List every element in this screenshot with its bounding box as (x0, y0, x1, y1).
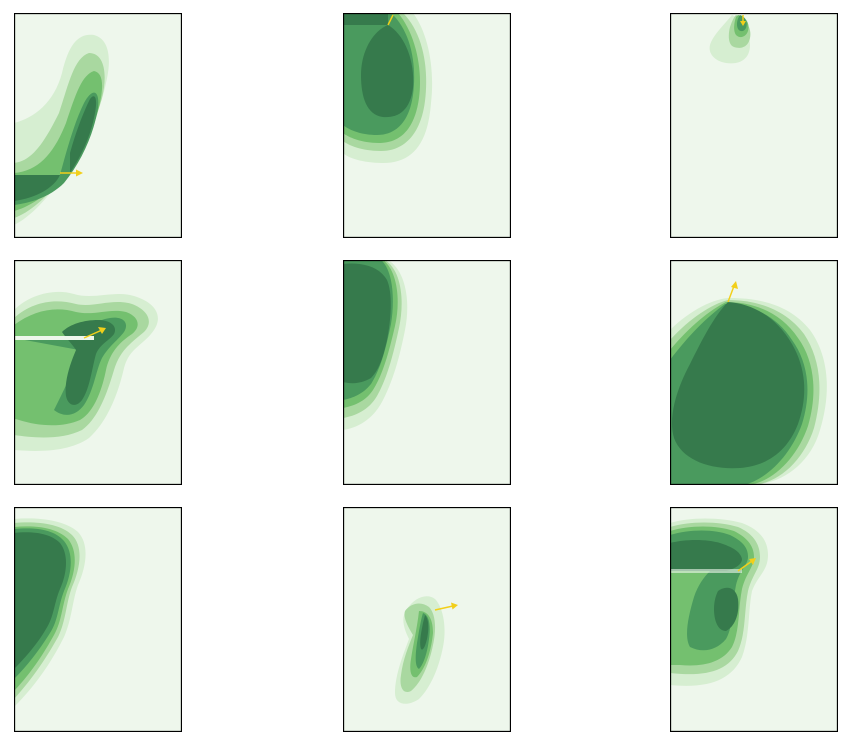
panel-plot (14, 507, 182, 732)
panel-r2c2 (343, 260, 511, 485)
panel-r3c1 (14, 507, 182, 732)
panel-r3c3 (670, 507, 838, 732)
panel-plot (670, 507, 838, 732)
panel-r2c3 (670, 260, 838, 485)
panel-r3c2 (343, 507, 511, 732)
panel-r1c1 (14, 13, 182, 238)
panel-plot (343, 507, 511, 732)
panel-plot (14, 260, 182, 485)
panel-r2c1 (14, 260, 182, 485)
panel-r1c2 (343, 13, 511, 238)
panel-r1c3 (670, 13, 838, 238)
panel-plot (14, 13, 182, 238)
panel-plot (670, 13, 838, 238)
panel-plot (343, 13, 511, 238)
panel-plot (670, 260, 838, 485)
panel-plot (343, 260, 511, 485)
